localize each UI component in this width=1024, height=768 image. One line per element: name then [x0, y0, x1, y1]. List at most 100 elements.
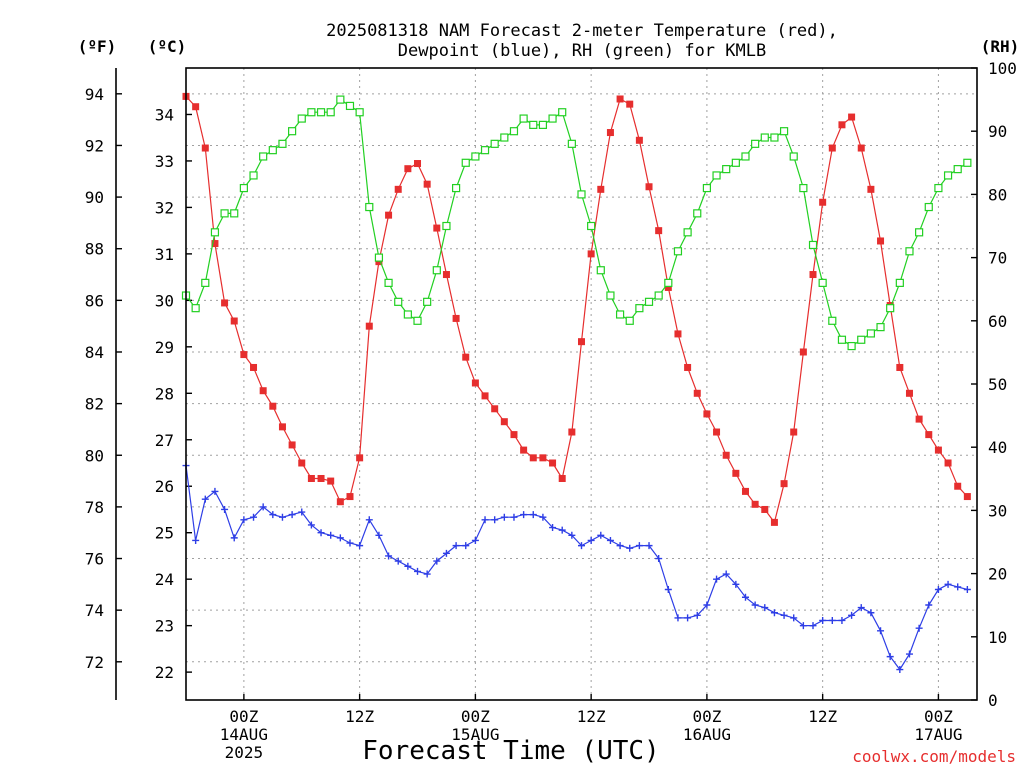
- rh-point: [963, 158, 972, 167]
- temperature-point: [877, 237, 885, 245]
- rh-point: [316, 108, 326, 117]
- temperature-point: [963, 493, 971, 501]
- dewpoint-point: [819, 616, 827, 624]
- dewpoint-point: [221, 505, 229, 513]
- temperature-point: [558, 474, 566, 482]
- dewpoint-point: [230, 534, 238, 542]
- fahrenheit-unit-label: (ºF): [78, 37, 117, 56]
- dewpoint-point: [703, 601, 711, 609]
- dewpoint-point: [867, 609, 875, 617]
- temperature-point: [356, 454, 364, 462]
- rh-tick-label: 50: [988, 375, 1007, 394]
- temperature-point: [915, 415, 923, 423]
- time-tick-label: 12Z: [345, 707, 374, 726]
- rh-point: [857, 335, 866, 344]
- dewpoint-point: [375, 531, 383, 539]
- rh-point: [259, 152, 268, 161]
- rh-tick-label: 10: [988, 628, 1007, 647]
- temperature-point: [703, 410, 711, 418]
- rh-point: [876, 323, 885, 332]
- temperature-point: [442, 271, 450, 279]
- rh-point: [866, 329, 875, 338]
- temperature-point: [693, 389, 701, 397]
- dewpoint-point: [799, 622, 807, 630]
- rh-tick-label: 0: [988, 691, 998, 710]
- temperature-point: [655, 227, 663, 235]
- temperature-point: [307, 474, 315, 482]
- rh-point: [828, 316, 837, 325]
- dewpoint-point: [597, 531, 605, 539]
- rh-point: [336, 95, 345, 104]
- rh-point: [413, 316, 422, 325]
- rh-point: [278, 139, 287, 148]
- temperature-point: [867, 185, 875, 193]
- dewpoint-point: [722, 570, 730, 578]
- temperature-point: [201, 144, 209, 152]
- dewpoint-series: [182, 462, 971, 674]
- celsius-tick-label: 29: [155, 338, 174, 357]
- dewpoint-point: [442, 549, 450, 557]
- celsius-tick-labels: 22 23 24 25 26 27 28 29 30 31 32 33 34: [155, 105, 192, 682]
- dewpoint-point: [201, 495, 209, 503]
- temperature-point: [799, 348, 807, 356]
- rh-point: [722, 165, 731, 174]
- celsius-unit-label: (ºC): [148, 37, 187, 56]
- rh-point: [683, 228, 692, 237]
- rh-point: [818, 278, 827, 287]
- fahrenheit-tick-label: 90: [85, 188, 104, 207]
- rh-tick-label: 60: [988, 312, 1007, 331]
- time-tick-label: 14AUG: [220, 725, 268, 744]
- dewpoint-point: [433, 557, 441, 565]
- dewpoint-point: [954, 583, 962, 591]
- temperature-point: [317, 474, 325, 482]
- rh-point: [230, 209, 239, 218]
- dewpoint-point: [558, 526, 566, 534]
- temperature-point: [298, 459, 306, 467]
- dewpoint-point: [211, 487, 219, 495]
- rh-point: [471, 152, 480, 161]
- temperature-point: [770, 518, 778, 526]
- temperature-point: [664, 283, 672, 291]
- time-tick-label: 12Z: [577, 707, 606, 726]
- rh-point: [509, 127, 519, 136]
- temperature-point: [790, 428, 798, 436]
- temperature-point: [954, 482, 962, 490]
- dewpoint-point: [510, 513, 518, 521]
- temperature-point: [568, 428, 576, 436]
- dewpoint-point: [761, 604, 769, 612]
- rh-point: [451, 183, 461, 193]
- rh-point: [490, 139, 499, 148]
- rh-point: [403, 310, 412, 319]
- celsius-tick-label: 23: [155, 617, 174, 636]
- rh-point: [615, 310, 625, 319]
- dewpoint-point: [905, 650, 913, 658]
- dewpoint-point: [192, 536, 200, 544]
- fahrenheit-tick-label: 76: [85, 550, 104, 569]
- rh-point: [268, 146, 277, 155]
- time-tick-label: 16AUG: [683, 725, 731, 744]
- temperature-point: [626, 100, 634, 108]
- rh-point: [924, 202, 933, 212]
- dewpoint-point: [250, 513, 258, 521]
- time-tick-label: 12Z: [808, 707, 837, 726]
- rh-point: [693, 209, 702, 218]
- dewpoint-point: [732, 580, 740, 588]
- temperature-point: [346, 493, 354, 501]
- dewpoint-point: [770, 609, 778, 617]
- dewpoint-point: [626, 544, 634, 552]
- rh-point: [837, 335, 847, 344]
- rh-point: [249, 171, 258, 180]
- temperature-series: [182, 92, 971, 526]
- temperature-point: [404, 165, 412, 173]
- dewpoint-point: [713, 575, 721, 583]
- rh-point: [558, 108, 567, 117]
- fahrenheit-tick-label: 78: [85, 498, 104, 517]
- rh-point: [712, 171, 721, 180]
- rh-point: [201, 278, 210, 287]
- temperature-point: [414, 160, 422, 168]
- chart-title-line-2: Dewpoint (blue), RH (green) for KMLB: [398, 41, 766, 61]
- rh-point: [365, 202, 374, 212]
- dewpoint-point: [462, 542, 470, 550]
- rh-point: [702, 183, 712, 193]
